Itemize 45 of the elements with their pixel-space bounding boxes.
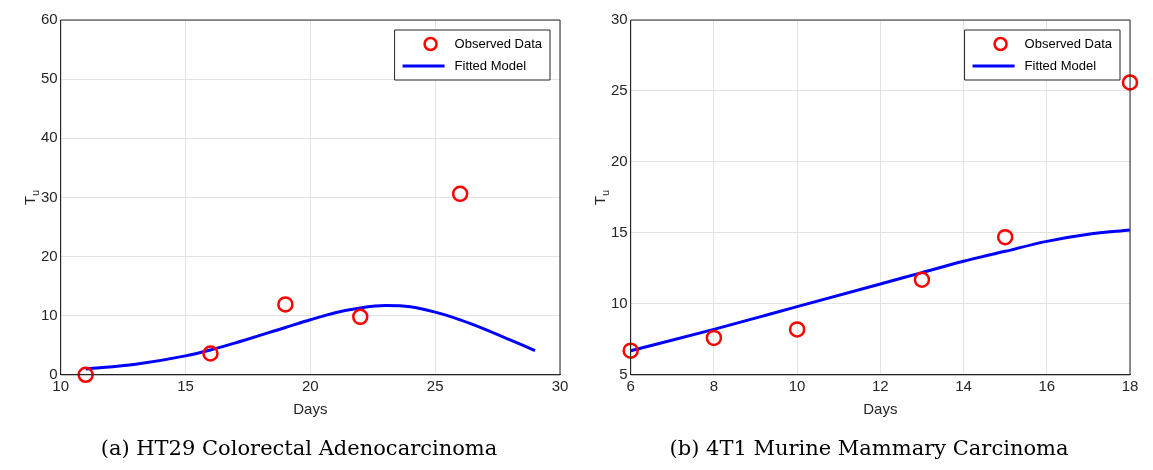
point [202, 345, 219, 362]
x-tick-label: 25 [426, 376, 444, 394]
y-tick-label: 5 [619, 364, 628, 382]
y-tick-label: 30 [41, 187, 58, 205]
y-axis-title: Tu [21, 189, 41, 206]
text: (b) 4T1 Murine Mammary Carcinoma [669, 435, 1069, 460]
x-tick-label: 20 [302, 376, 319, 394]
y-tick-label: 50 [41, 69, 58, 87]
point [1121, 74, 1139, 91]
y-tick-label: 20 [611, 152, 628, 170]
x-tick-label: 8 [709, 376, 719, 394]
legend-label: Observed Data [454, 35, 543, 51]
y-tick-label: 25 [611, 81, 628, 99]
y-tick-label: 60 [41, 10, 58, 28]
x-tick-label: 10 [788, 376, 806, 394]
y-tick-label: 15 [611, 223, 628, 241]
legend-label: Observed Data [1024, 35, 1113, 51]
text: (a) HT29 Colorectal Adenocarcinoma [100, 435, 498, 460]
x-tick-label: 12 [872, 376, 889, 394]
x-tick-label: 14 [955, 376, 972, 394]
x-tick-label: 18 [1121, 376, 1139, 394]
y-tick-label: 0 [49, 364, 58, 382]
point [996, 228, 1014, 246]
point [77, 366, 94, 384]
y-tick-label: 20 [41, 246, 58, 264]
point [622, 342, 639, 359]
point [705, 329, 723, 347]
x-tick-label: 6 [626, 376, 635, 394]
x-axis-title: Days [863, 399, 898, 417]
y-tick-label: 10 [41, 305, 58, 323]
y-axis-title: Tu [591, 189, 611, 206]
point [913, 271, 931, 288]
point [352, 308, 369, 326]
legend-label: Fitted Model [1024, 57, 1097, 73]
point [277, 296, 294, 313]
y-tick-label: 10 [611, 293, 628, 311]
y-tick-label: 30 [611, 10, 628, 28]
x-axis-title: Days [293, 399, 328, 417]
point [788, 321, 806, 338]
x-tick-label: 30 [551, 376, 569, 394]
x-tick-label: 15 [177, 376, 194, 394]
point [451, 185, 469, 203]
y-tick-label: 40 [41, 128, 58, 146]
legend-label: Fitted Model [454, 57, 527, 73]
x-tick-label: 16 [1038, 376, 1056, 394]
